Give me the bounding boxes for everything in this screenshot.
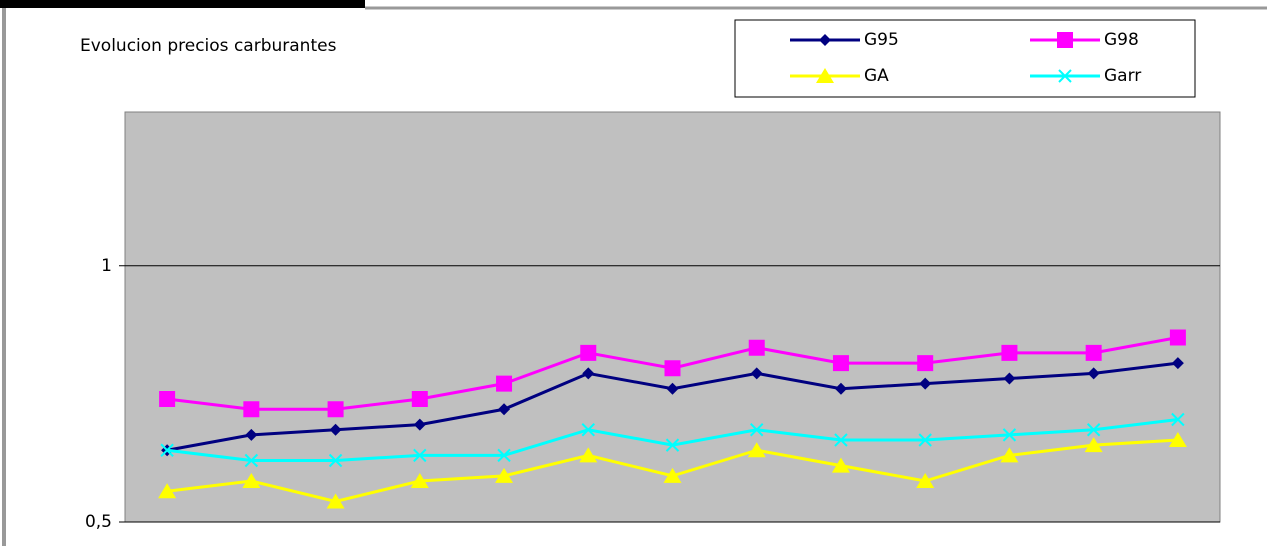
data-point <box>242 473 261 488</box>
data-point <box>1084 437 1103 453</box>
data-point <box>832 355 849 372</box>
legend <box>734 19 1196 98</box>
data-point <box>158 483 177 499</box>
legend-label: G98 <box>1104 30 1139 50</box>
data-point <box>1171 412 1185 427</box>
legend-marker <box>1058 69 1072 83</box>
data-point <box>666 382 679 395</box>
data-point <box>160 443 174 457</box>
y-tick-label: 0,5 <box>85 512 112 532</box>
legend-marker <box>1057 32 1073 48</box>
data-point <box>498 403 511 416</box>
data-point <box>329 423 342 436</box>
data-point <box>917 355 934 372</box>
header-bar <box>0 0 365 8</box>
data-point <box>1001 344 1018 361</box>
data-point <box>750 423 764 437</box>
data-point <box>582 367 595 380</box>
legend-label: G95 <box>864 30 899 50</box>
data-point <box>663 467 682 483</box>
plot-area <box>124 111 1221 523</box>
data-point <box>750 367 763 380</box>
chart-title: Evolucion precios carburantes <box>80 36 337 56</box>
data-point <box>918 433 932 447</box>
legend-marker <box>816 68 834 83</box>
data-point <box>1002 428 1017 442</box>
data-point <box>1169 329 1186 346</box>
data-point <box>831 457 850 473</box>
legend-label: Garr <box>1104 66 1141 86</box>
data-point <box>834 382 847 395</box>
data-point <box>411 391 428 407</box>
data-point <box>245 428 258 441</box>
legend-marker <box>819 34 831 46</box>
data-point <box>1003 372 1016 385</box>
data-point <box>495 467 514 483</box>
legend-label: GA <box>864 66 889 86</box>
data-point <box>665 438 680 452</box>
data-point <box>1087 367 1100 380</box>
data-point <box>1168 432 1187 447</box>
data-point <box>1171 357 1184 370</box>
data-point <box>413 418 426 431</box>
data-point <box>1000 447 1019 463</box>
data-point <box>748 339 765 356</box>
data-point <box>916 473 935 488</box>
data-point <box>410 473 429 488</box>
data-point <box>581 423 595 437</box>
data-point <box>919 377 932 390</box>
data-point <box>243 401 260 418</box>
y-tick-label: 1 <box>101 256 112 276</box>
data-point <box>244 453 259 468</box>
data-point <box>579 447 598 463</box>
data-point <box>664 360 681 377</box>
data-point <box>159 391 176 407</box>
data-point <box>1085 344 1102 361</box>
data-point <box>497 448 511 463</box>
data-point <box>496 375 513 392</box>
data-point <box>327 401 344 418</box>
data-point <box>580 344 597 361</box>
data-point <box>413 448 427 463</box>
data-point <box>1086 423 1101 437</box>
data-point <box>326 493 345 509</box>
data-point <box>328 453 343 468</box>
data-point <box>834 433 848 447</box>
data-point <box>747 442 766 458</box>
